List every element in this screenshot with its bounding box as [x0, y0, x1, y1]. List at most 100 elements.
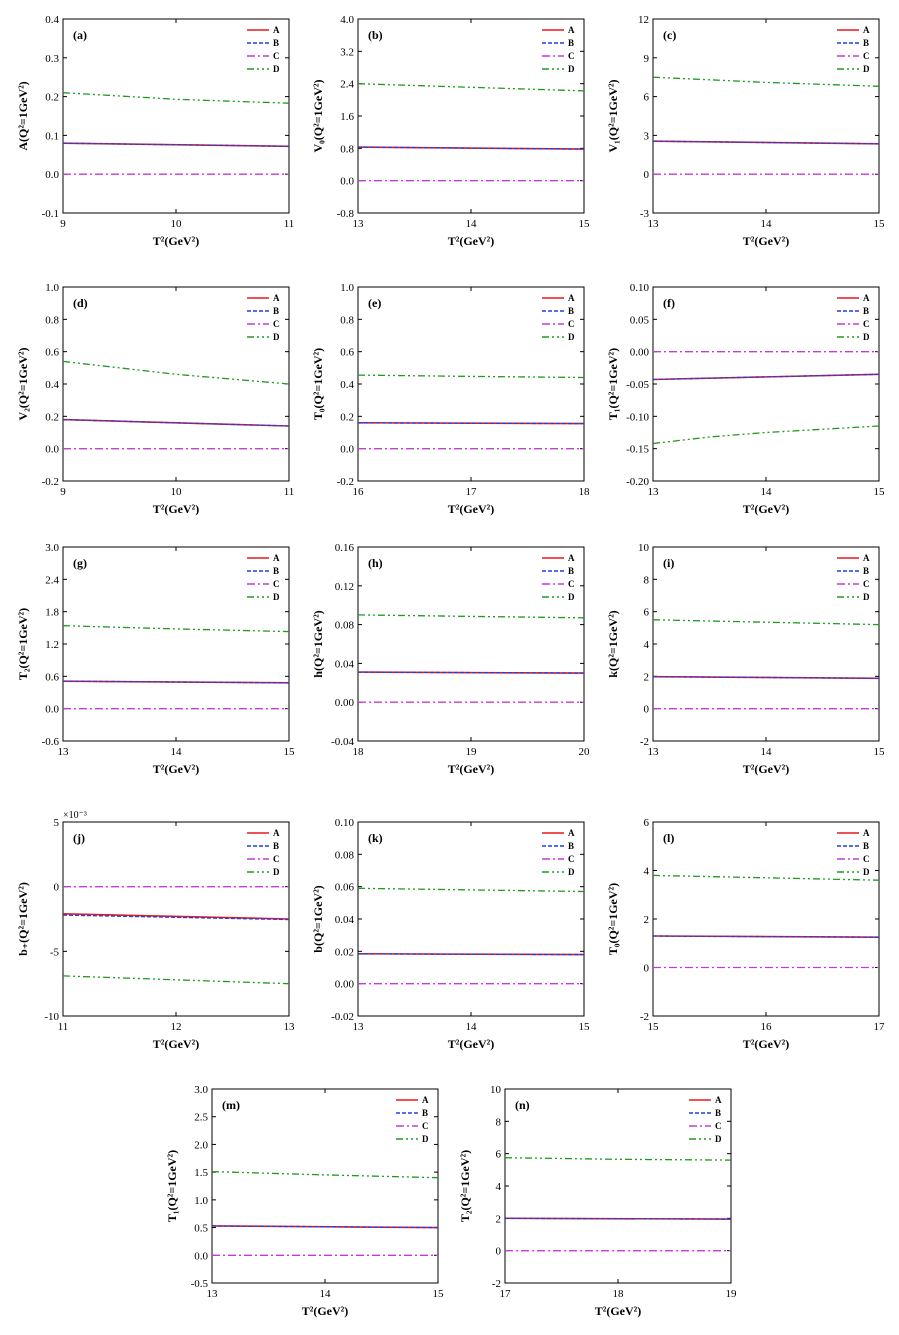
- y-tick-label: 0.0: [194, 1250, 208, 1262]
- y-tick-label: 0.2: [45, 92, 59, 104]
- legend-label-B: B: [568, 841, 574, 851]
- y-tick-label: -0.02: [331, 1011, 354, 1023]
- panel-label: (m): [222, 1098, 240, 1112]
- x-tick-label: 14: [466, 218, 478, 230]
- y-tick-label: 2.4: [45, 574, 59, 586]
- y-tick-label: 8: [644, 574, 650, 586]
- panel-label: (e): [368, 296, 381, 310]
- y-tick-label: 0.8: [340, 143, 354, 155]
- series-line-D: [357, 374, 585, 379]
- y-tick-label: 3.0: [194, 1084, 208, 1096]
- y-axis-label: A(Q²=1GeV²): [16, 81, 30, 150]
- panel-label: (d): [73, 296, 88, 310]
- series-line-D: [357, 614, 585, 619]
- x-tick-label: 15: [648, 1021, 660, 1033]
- panel-label: (i): [663, 556, 674, 570]
- x-tick-label: 15: [433, 1288, 445, 1300]
- y-tick-label: 0.1: [45, 130, 59, 142]
- y-tick-label: 0.4: [340, 379, 354, 391]
- y-axis-label: V₂(Q²=1GeV²): [16, 348, 30, 421]
- y-tick-label: 0: [54, 882, 60, 894]
- y-tick-label: -3: [640, 208, 650, 220]
- x-tick-label: 11: [58, 1021, 69, 1033]
- series-line-D: [62, 625, 290, 633]
- series-line-D: [357, 83, 585, 92]
- plot-frame: [652, 546, 880, 742]
- y-tick-label: 4: [644, 639, 650, 651]
- plot-frame: [652, 286, 880, 482]
- plot-frame: [357, 18, 585, 214]
- x-tick-label: 13: [648, 218, 660, 230]
- y-tick-label: -2: [492, 1278, 501, 1290]
- y-tick-label: 0.6: [340, 347, 354, 359]
- series-line-B: [211, 1225, 439, 1229]
- x-axis-label: T²(GeV²): [448, 234, 495, 248]
- x-tick-label: 14: [761, 486, 773, 498]
- legend-label-C: C: [273, 319, 280, 329]
- y-tick-label: 1.0: [340, 282, 354, 294]
- panel-label: (l): [663, 831, 674, 845]
- series-line-B: [652, 140, 880, 145]
- y-tick-label: 0.0: [340, 176, 354, 188]
- x-tick-label: 13: [648, 746, 660, 758]
- legend-label-D: D: [422, 1134, 429, 1144]
- x-tick-label: 17: [874, 1021, 886, 1033]
- series-line-B: [62, 914, 290, 921]
- legend-label-B: B: [273, 841, 279, 851]
- y-tick-label: 0.16: [335, 542, 355, 554]
- legend-label-B: B: [568, 38, 574, 48]
- series-line-B: [62, 680, 290, 684]
- legend-label-B: B: [568, 566, 574, 576]
- y-axis-label: T₂(Q²=1GeV²): [458, 1150, 472, 1222]
- y-axis-label: b(Q²=1GeV²): [311, 885, 325, 952]
- y-tick-label: -0.5: [191, 1278, 209, 1290]
- y-tick-label: -0.2: [42, 476, 59, 488]
- legend-label-C: C: [273, 51, 280, 61]
- legend-label-D: D: [273, 867, 280, 877]
- legend-label-B: B: [863, 38, 869, 48]
- x-tick-label: 16: [353, 486, 365, 498]
- x-tick-label: 15: [874, 746, 886, 758]
- y-tick-label: 10: [638, 542, 650, 554]
- legend-label-C: C: [273, 579, 280, 589]
- y-tick-label: 0.05: [630, 314, 650, 326]
- legend-label-D: D: [568, 64, 575, 74]
- x-tick-label: 13: [353, 1021, 365, 1033]
- panel-n: -2 0 2 4 6 8 10 17 18 19 T²(GeV²) T₂(Q²=1GeV²) (n) AB…: [458, 1084, 737, 1318]
- x-axis-label: T²(GeV²): [302, 1304, 349, 1318]
- panel-f: -0.20 -0.15 -0.10 -0.05 0.00 0.05 0.10 13 14 15 T²…: [606, 282, 885, 516]
- x-tick-label: 14: [466, 1021, 478, 1033]
- legend-label-A: A: [863, 25, 870, 35]
- y-tick-label: 10: [490, 1084, 502, 1096]
- y-tick-label: 12: [638, 14, 649, 26]
- y-tick-label: -0.05: [626, 379, 649, 391]
- y-tick-label: 1.6: [340, 111, 354, 123]
- y-tick-label: 0.0: [340, 444, 354, 456]
- x-tick-label: 13: [284, 1021, 296, 1033]
- plot-frame: [652, 821, 880, 1017]
- series-line-D: [62, 360, 290, 385]
- panel-a: -0.1 0.0 0.1 0.2 0.3 0.4 9 10 11 T²(GeV²) A(Q²=1Ge…: [16, 14, 294, 248]
- series-line-D: [62, 975, 290, 985]
- x-tick-label: 20: [579, 746, 591, 758]
- panel-label: (c): [663, 28, 676, 42]
- legend-label-B: B: [863, 841, 869, 851]
- plot-frame: [62, 18, 290, 214]
- series-line-D: [357, 887, 585, 893]
- panel-label: (j): [73, 831, 85, 845]
- y-tick-label: 0.4: [45, 379, 59, 391]
- y-tick-label: 0.12: [335, 581, 354, 593]
- y-tick-label: 3.0: [45, 542, 59, 554]
- legend-label-D: D: [568, 867, 575, 877]
- legend-label-A: A: [568, 828, 575, 838]
- legend-label-B: B: [422, 1108, 428, 1118]
- y-tick-label: 0.06: [335, 882, 355, 894]
- x-tick-label: 16: [761, 1021, 773, 1033]
- plot-frame: [652, 18, 880, 214]
- x-tick-label: 19: [726, 1288, 738, 1300]
- legend-label-C: C: [863, 51, 870, 61]
- y-axis-label: k(Q²=1GeV²): [606, 610, 620, 677]
- series-line-B: [357, 146, 585, 150]
- legend-label-D: D: [273, 332, 280, 342]
